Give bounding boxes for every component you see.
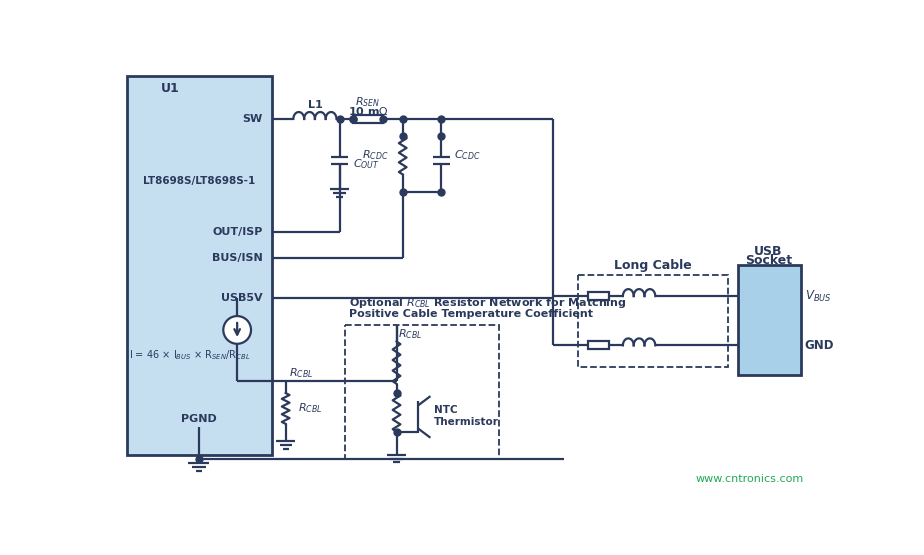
Bar: [737, 265, 801, 375]
Text: $V_{BUS}$: $V_{BUS}$: [805, 289, 832, 304]
Text: SW: SW: [242, 114, 262, 124]
Text: $C_{OUT}$: $C_{OUT}$: [353, 157, 381, 170]
Text: $R_{CBL}$: $R_{CBL}$: [398, 327, 422, 341]
Text: I = 46 × I$_{BUS}$ × R$_{SEN}$/R$_{CBL}$: I = 46 × I$_{BUS}$ × R$_{SEN}$/R$_{CBL}$: [128, 349, 250, 362]
Text: LT8698S/LT8698S-1: LT8698S/LT8698S-1: [142, 175, 255, 185]
Text: U1: U1: [161, 82, 179, 95]
Text: BUS/ISN: BUS/ISN: [212, 253, 262, 263]
Bar: [578, 275, 728, 367]
Text: PGND: PGND: [181, 414, 216, 424]
Circle shape: [224, 316, 251, 344]
Text: $C_{CDC}$: $C_{CDC}$: [454, 148, 480, 162]
Text: Optional $R_{CBL}$ Resistor Network for Matching: Optional $R_{CBL}$ Resistor Network for …: [349, 296, 626, 310]
Text: Positive Cable Temperature Coefficient: Positive Cable Temperature Coefficient: [349, 309, 593, 319]
Text: $R_{CBL}$: $R_{CBL}$: [288, 366, 313, 380]
Text: L1: L1: [308, 100, 322, 110]
Bar: [588, 292, 609, 300]
Bar: [588, 341, 609, 349]
Text: $R_{CDC}$: $R_{CDC}$: [362, 148, 389, 162]
Bar: [353, 115, 383, 123]
Bar: [345, 325, 499, 460]
Text: Long Cable: Long Cable: [614, 259, 692, 272]
Text: NTC
Thermistor: NTC Thermistor: [433, 405, 498, 427]
Bar: [127, 76, 272, 455]
Text: $R_{CBL}$: $R_{CBL}$: [298, 402, 322, 415]
Text: www.cntronics.com: www.cntronics.com: [695, 475, 803, 485]
Text: $R_{SEN}$: $R_{SEN}$: [356, 95, 381, 109]
Text: USB: USB: [754, 245, 783, 258]
Text: OUT/ISP: OUT/ISP: [213, 227, 262, 237]
Text: GND: GND: [805, 339, 834, 352]
Text: Socket: Socket: [745, 254, 792, 267]
Text: USB5V: USB5V: [221, 292, 262, 302]
Text: 10 m$\Omega$: 10 m$\Omega$: [347, 105, 388, 117]
